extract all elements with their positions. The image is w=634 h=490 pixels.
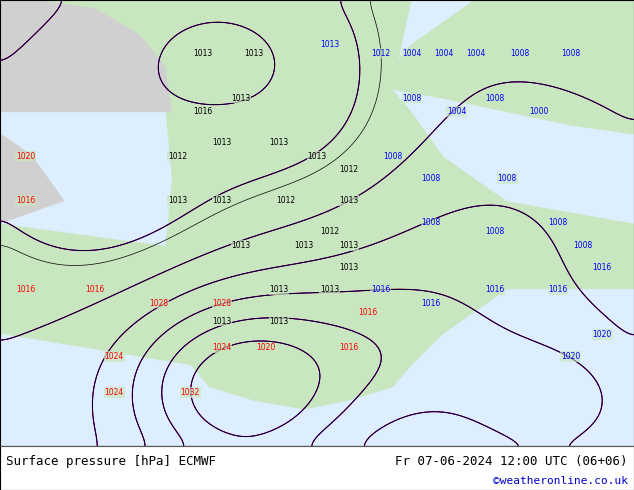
Text: 1013: 1013 [320, 285, 339, 294]
Text: 1008: 1008 [422, 174, 441, 183]
Text: 1013: 1013 [269, 285, 288, 294]
Text: 1012: 1012 [371, 49, 390, 58]
Text: 1013: 1013 [339, 263, 358, 272]
Text: ©weatheronline.co.uk: ©weatheronline.co.uk [493, 476, 628, 486]
Text: 1020: 1020 [16, 151, 35, 161]
Text: 1008: 1008 [422, 219, 441, 227]
Text: 1028: 1028 [212, 299, 231, 308]
Text: 1020: 1020 [593, 330, 612, 339]
Text: 1012: 1012 [320, 227, 339, 236]
Text: 1008: 1008 [548, 219, 567, 227]
Text: 1008: 1008 [510, 49, 529, 58]
Text: 1004: 1004 [447, 107, 466, 116]
Polygon shape [0, 290, 634, 446]
Text: 1016: 1016 [485, 285, 504, 294]
Text: 1016: 1016 [16, 196, 35, 205]
Text: 1020: 1020 [561, 352, 580, 361]
Text: 1013: 1013 [212, 196, 231, 205]
Text: 1016: 1016 [548, 285, 567, 294]
Text: 1013: 1013 [339, 241, 358, 250]
Text: 1013: 1013 [339, 196, 358, 205]
Text: 1013: 1013 [269, 138, 288, 147]
Text: 1016: 1016 [422, 299, 441, 308]
Text: 1008: 1008 [403, 94, 422, 102]
Text: 1008: 1008 [485, 94, 504, 102]
Text: Fr 07-06-2024 12:00 UTC (06+06): Fr 07-06-2024 12:00 UTC (06+06) [395, 455, 628, 468]
Text: 1028: 1028 [149, 299, 168, 308]
Text: 1012: 1012 [168, 151, 187, 161]
Text: 1008: 1008 [485, 227, 504, 236]
Text: 1016: 1016 [358, 308, 377, 317]
Polygon shape [0, 0, 634, 446]
Text: 1013: 1013 [193, 49, 212, 58]
Text: 1024: 1024 [105, 388, 124, 397]
Text: 1004: 1004 [403, 49, 422, 58]
Text: 1012: 1012 [339, 165, 358, 174]
Polygon shape [393, 0, 634, 134]
Text: Surface pressure [hPa] ECMWF: Surface pressure [hPa] ECMWF [6, 455, 216, 468]
Text: 1032: 1032 [181, 388, 200, 397]
Text: 1020: 1020 [257, 343, 276, 352]
Text: 1004: 1004 [434, 49, 453, 58]
Text: 1016: 1016 [193, 107, 212, 116]
Text: 1024: 1024 [105, 352, 124, 361]
Text: 1013: 1013 [295, 241, 314, 250]
Text: 1008: 1008 [561, 49, 580, 58]
Polygon shape [0, 0, 171, 112]
Text: 1013: 1013 [212, 317, 231, 325]
Text: 1013: 1013 [269, 317, 288, 325]
Text: 1016: 1016 [86, 285, 105, 294]
Text: 1012: 1012 [276, 196, 295, 205]
Text: 1016: 1016 [339, 343, 358, 352]
Text: 1016: 1016 [16, 285, 35, 294]
Text: 1008: 1008 [498, 174, 517, 183]
Text: 1008: 1008 [574, 241, 593, 250]
Text: 1004: 1004 [466, 49, 485, 58]
Text: 1013: 1013 [231, 241, 250, 250]
Text: 1008: 1008 [384, 151, 403, 161]
Text: 1000: 1000 [529, 107, 548, 116]
Text: 1013: 1013 [212, 138, 231, 147]
Text: 1016: 1016 [593, 263, 612, 272]
Text: 1013: 1013 [244, 49, 263, 58]
Text: 1013: 1013 [231, 94, 250, 102]
Text: 1013: 1013 [168, 196, 187, 205]
Polygon shape [393, 0, 634, 223]
Polygon shape [0, 134, 63, 223]
Text: 1013: 1013 [307, 151, 327, 161]
Text: 1016: 1016 [371, 285, 390, 294]
Polygon shape [0, 0, 171, 245]
Text: 1013: 1013 [320, 40, 339, 49]
Text: 1024: 1024 [212, 343, 231, 352]
